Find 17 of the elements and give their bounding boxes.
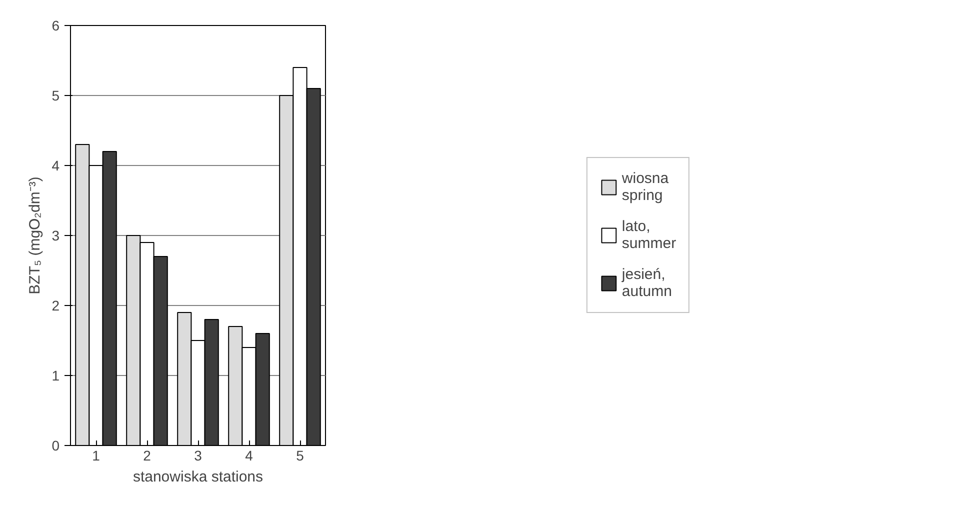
x-tick-label: 5 <box>296 448 304 464</box>
x-tick-label: 2 <box>143 448 152 464</box>
x-axis-title: stanowiska stations <box>132 468 264 486</box>
y-tick-label: 0 <box>52 438 60 454</box>
x-tick-label: 3 <box>194 448 202 464</box>
legend-label: jesień, autumn <box>622 266 672 300</box>
y-tick-label: 6 <box>52 18 60 34</box>
x-tick-label: 4 <box>245 448 254 464</box>
y-tick-label: 5 <box>52 88 60 104</box>
legend-label: wiosna spring <box>622 170 669 204</box>
y-tick-label: 3 <box>52 228 60 244</box>
y-tick-label: 4 <box>52 158 60 174</box>
x-tick-label: 1 <box>92 448 100 464</box>
legend-label: lato, summer <box>622 218 676 252</box>
y-tick-label: 1 <box>52 368 60 384</box>
y-axis-title: BZT₅ (mgO₂dm⁻³) <box>26 176 44 294</box>
y-tick-label: 2 <box>52 298 60 314</box>
